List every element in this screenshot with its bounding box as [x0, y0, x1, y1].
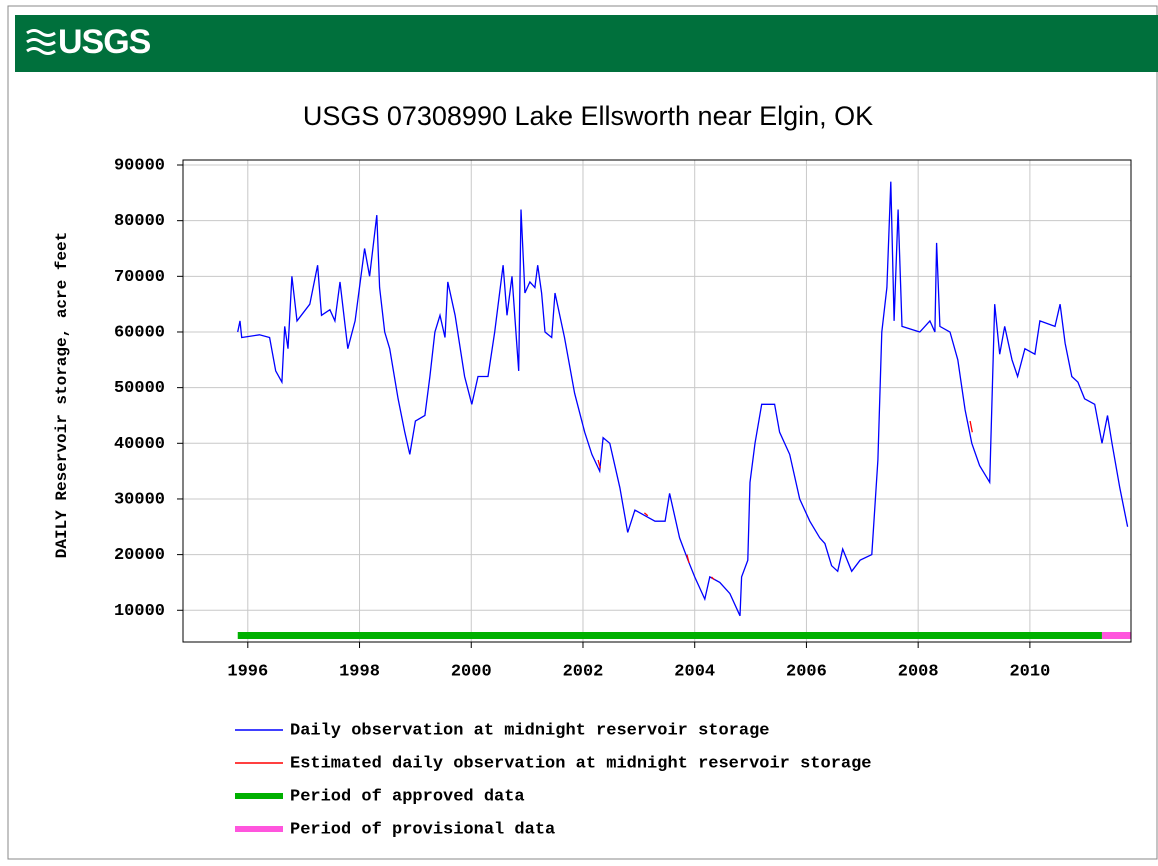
logo-waves [26, 29, 56, 55]
chart-title: USGS 07308990 Lake Ellsworth near Elgin,… [303, 101, 873, 131]
legend-label: Period of approved data [290, 787, 525, 806]
x-tick-label: 2010 [1009, 662, 1050, 681]
x-tick-label: 2008 [898, 662, 939, 681]
x-tick-label: 2000 [451, 662, 492, 681]
period-bar [237, 632, 1102, 639]
logo: USGS [58, 23, 151, 61]
y-tick-label: 60000 [114, 323, 165, 342]
y-tick-label: 30000 [114, 490, 165, 509]
y-axis-label: DAILY Reservoir storage, acre feet [53, 232, 71, 558]
y-tick-label: 40000 [114, 435, 165, 454]
period-bar [1101, 632, 1131, 639]
plot-border [182, 159, 1132, 643]
x-tick-label: 2002 [563, 662, 604, 681]
legend-label: Estimated daily observation at midnight … [290, 754, 872, 773]
y-tick-label: 80000 [114, 212, 165, 231]
x-tick-label: 2004 [674, 662, 715, 681]
data-line [237, 181, 1129, 617]
x-tick-label: 1998 [339, 662, 380, 681]
legend-label: Period of provisional data [290, 820, 555, 839]
x-tick-label: 2006 [786, 662, 827, 681]
y-tick-label: 70000 [114, 268, 165, 287]
y-tick-label: 10000 [114, 602, 165, 621]
legend-label: Daily observation at midnight reservoir … [290, 721, 769, 740]
data-line [597, 420, 973, 581]
x-tick-label: 1996 [227, 662, 268, 681]
plot-area [183, 160, 1131, 642]
y-tick-label: 20000 [114, 546, 165, 565]
y-tick-label: 50000 [114, 379, 165, 398]
header-bar [15, 15, 1158, 72]
y-tick-label: 90000 [114, 156, 165, 175]
